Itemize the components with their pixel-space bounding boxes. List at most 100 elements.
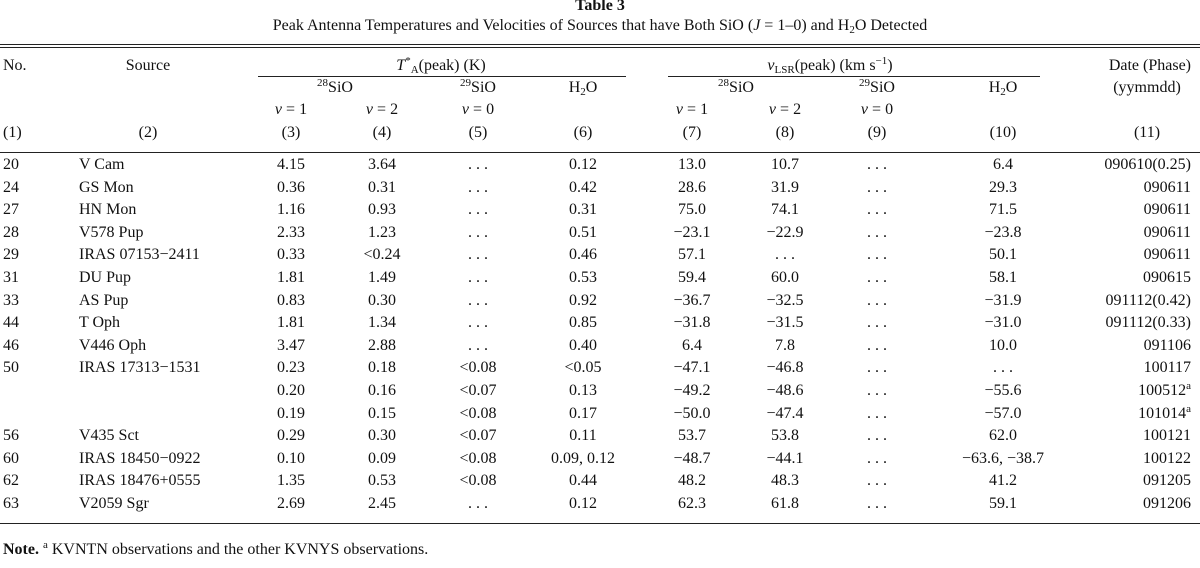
table-cell: . . . [867,292,887,309]
table-cell: 31 [3,269,19,286]
table-cell: 0.10 [277,450,305,467]
table-cell: 091106 [1143,337,1191,354]
table-cell: IRAS 07153−2411 [79,246,200,263]
table-cell: HN Mon [79,201,137,218]
table-cell: 0.17 [569,405,597,422]
table-cell: 090611 [1143,224,1191,241]
table-cell: 0.51 [569,224,597,241]
table-cell: 0.92 [569,292,597,309]
header-colnum: (4) [372,124,392,141]
table-cell: −47.4 [766,405,804,422]
bottom-rule [0,523,1200,524]
table-cell: 3.64 [368,156,396,173]
table-cell: . . . [468,269,488,286]
table-cell: 1.35 [277,472,305,489]
table-cell: 48.3 [771,472,799,489]
table-cell: 090611 [1143,246,1191,263]
table-cell: <0.08 [459,450,497,467]
table-cell: −57.0 [984,405,1022,422]
table-cell: . . . [468,179,488,196]
header-29sio-ta: 29SiO [460,77,496,97]
table-cell: 4.15 [277,156,305,173]
table-cell: V Cam [79,156,125,173]
table-cell: 0.40 [569,337,597,354]
table-cell: 0.85 [569,314,597,331]
table-cell: . . . [867,201,887,218]
table-cell: . . . [867,405,887,422]
table-cell: 33 [3,292,19,309]
header-date-format: (yymmdd) [1113,79,1181,96]
header-colnum: (8) [775,124,795,141]
table-cell: 29 [3,246,19,263]
table-cell: <0.08 [459,405,497,422]
top-rule-double [0,47,1200,48]
table-cell: 75.0 [678,201,706,218]
header-group-underline [668,76,1040,77]
table-cell: 10.7 [771,156,799,173]
table-cell: . . . [468,337,488,354]
table-cell: 091112(0.33) [1105,314,1191,331]
table-subtitle: Peak Antenna Temperatures and Velocities… [0,17,1200,36]
table-cell: 57.1 [678,246,706,263]
table-cell: −31.5 [766,314,804,331]
table-cell: . . . [468,495,488,512]
table-cell: . . . [468,156,488,173]
table-cell: . . . [867,179,887,196]
table-cell: 58.1 [989,269,1017,286]
table-cell: 090611 [1143,179,1191,196]
header-28sio-v: 28SiO [718,77,754,97]
header-date: Date (Phase) [1108,57,1191,74]
table-cell: 1.49 [368,269,396,286]
table-cell: . . . [867,246,887,263]
header-vlsr-group: vLSR(peak) (km s−1) [767,55,893,76]
note-marker: a [42,539,48,551]
table-cell: <0.08 [459,472,497,489]
table-cell: 28.6 [678,179,706,196]
table-cell: 28 [3,224,19,241]
header-v2-v: v = 2 [768,101,802,118]
table-cell: 0.23 [277,359,305,376]
table-cell: 2.33 [277,224,305,241]
table-cell: 2.88 [368,337,396,354]
table-cell: . . . [867,382,887,399]
table-cell: 53.8 [771,427,799,444]
table-cell: 44 [3,314,19,331]
table-cell: −36.7 [673,292,711,309]
table-cell: IRAS 17313−1531 [79,359,201,376]
table-cell: 0.12 [569,495,597,512]
table-cell: . . . [867,495,887,512]
header-source: Source [125,57,171,74]
table-cell: 100121 [1143,427,1191,444]
table-cell: −23.1 [673,224,711,241]
table-cell: 091112(0.42) [1105,292,1191,309]
header-v0-ta: v = 0 [461,101,495,118]
table-cell: <0.08 [459,359,497,376]
header-28sio-ta: 28SiO [317,77,353,97]
table-cell: 71.5 [989,201,1017,218]
table-cell: . . . [468,224,488,241]
table-cell: 090615 [1143,269,1191,286]
table-cell: 0.29 [277,427,305,444]
header-v1-ta: v = 1 [274,101,308,118]
header-colnum: (7) [682,124,702,141]
table-cell: 0.19 [277,405,305,422]
table-cell: 1.34 [368,314,396,331]
table-cell: . . . [993,359,1013,376]
header-colnum: (9) [867,124,887,141]
header-h2o-v: H2O [988,79,1018,98]
table-cell: 62.0 [989,427,1017,444]
table-cell: −23.8 [984,224,1022,241]
header-colnum: (2) [138,124,158,141]
header-colnum: (1) [3,124,22,141]
table-cell: IRAS 18450−0922 [79,450,201,467]
table-cell: <0.24 [363,246,401,263]
table-cell: 1.16 [277,201,305,218]
table-cell: 56 [3,427,19,444]
table-cell: V435 Sct [79,427,139,444]
table-cell: 46 [3,337,19,354]
table-cell: 10.0 [989,337,1017,354]
table-cell: 0.31 [569,201,597,218]
table-cell: 20 [3,156,19,173]
table-cell: 0.18 [368,359,396,376]
header-rule [0,152,1200,153]
